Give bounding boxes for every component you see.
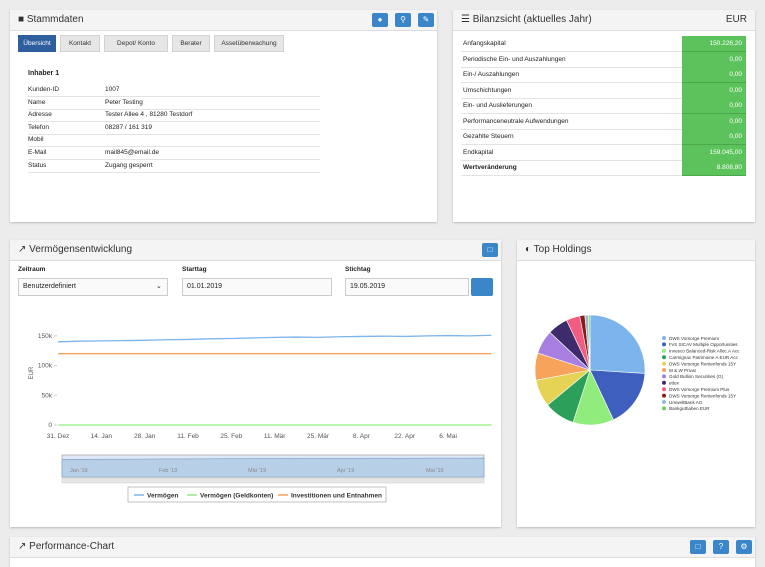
row-value: 0,00 [729, 117, 742, 125]
input[interactable] [18, 278, 168, 296]
row-label: Name [28, 98, 46, 106]
tab[interactable]: Depot/ Konto [104, 35, 168, 52]
panel-title: Bilanzsicht (aktuelles Jahr) [472, 14, 592, 25]
tab[interactable]: Assetüberwachung [214, 35, 284, 52]
row-label: Adresse [28, 111, 52, 119]
key-button[interactable]: ⚲ [395, 13, 411, 27]
export-button[interactable]: □ [482, 243, 498, 257]
row-line [461, 82, 682, 83]
input[interactable] [182, 278, 332, 296]
input[interactable] [345, 278, 469, 296]
row-value: Peter Testing [105, 98, 143, 106]
field-value: 01.01.2019 [187, 283, 223, 290]
stammdaten-panel: ■ Stammdaten ● ⚲ ✎ Übersicht Kontakt Depot… [10, 10, 437, 222]
panel-title: Performance-Chart [29, 541, 115, 552]
field-value: Benutzerdefiniert [23, 283, 76, 290]
row-line [461, 66, 682, 68]
panel-header: ↗ Vermögensentwicklung [10, 240, 501, 261]
panel-header: ↗ Performance-Chart [10, 537, 755, 558]
row-value: 0,00 [729, 133, 742, 140]
row-line [28, 171, 320, 173]
export-button[interactable]: □ [690, 540, 706, 554]
row-label: Performanceneutrale Aufwendungen [463, 117, 569, 125]
row-label: Anfangskapital [463, 40, 506, 47]
user-button[interactable]: ● [372, 13, 388, 27]
row-line [28, 121, 320, 123]
row-line [461, 144, 682, 145]
field-value: 19.05.2019 [350, 283, 386, 290]
value-cell [682, 160, 746, 176]
row-line [461, 128, 682, 130]
tab[interactable]: Kontakt [60, 35, 100, 52]
field-label: Starttag [182, 266, 207, 273]
row-value: 0,00 [729, 55, 742, 63]
refresh-button[interactable] [471, 278, 493, 296]
row-value: 0,00 [729, 102, 742, 109]
row-value: Zugang gesperrt [105, 161, 153, 169]
panel-header: ■ Stammdaten [10, 10, 437, 31]
row-label: E-Mail [28, 149, 47, 156]
section-title: Inhaber 1 [28, 70, 60, 77]
currency: EUR [725, 14, 747, 25]
row-value: Tester Allee 4 , 81280 Testdorf [105, 111, 193, 119]
panel-title: Stammdaten [26, 14, 84, 25]
row-label: Gezahlte Steuern [463, 133, 514, 140]
row-value: 0,00 [729, 71, 742, 78]
row-label: Wertveränderung [463, 164, 517, 171]
row-line [461, 51, 682, 52]
edit-button[interactable]: ✎ [418, 13, 434, 27]
panel-title: Top Holdings [533, 244, 592, 255]
row-value: 150.226,20 [709, 40, 742, 47]
tab[interactable]: Berater [172, 35, 210, 52]
row-line [28, 96, 320, 97]
row-label: Endkapital [463, 148, 494, 156]
bilanz-panel: ☰ Bilanzsicht (aktuelles Jahr) EUR Anfang… [453, 10, 755, 222]
row-line [28, 159, 320, 160]
vermoegen-panel: ↗ Vermögensentwicklung □ Zeitraum Benutze… [10, 240, 501, 527]
help-button[interactable]: ? [713, 540, 729, 554]
panel-header: ◐ Top Holdings [517, 240, 755, 261]
row-label: Ein-/ Auszahlungen [463, 71, 520, 78]
row-label: Mobil [28, 136, 44, 144]
tab[interactable]: Übersicht [18, 35, 56, 52]
row-line [461, 159, 682, 161]
row-line [28, 133, 320, 135]
row-label: Ein- und Auslieferungen [463, 102, 533, 109]
field-label: Zeitraum [18, 266, 46, 273]
holdings-panel: ◐ Top Holdings [517, 240, 755, 527]
panel-title: Vermögensentwicklung [29, 244, 133, 255]
row-line [461, 175, 682, 176]
row-line [461, 97, 682, 99]
field-label: Stichtag [345, 266, 371, 273]
row-label: Kunden-ID [28, 86, 60, 93]
row-line [28, 146, 320, 148]
row-line [461, 113, 682, 114]
row-value: 08287 / 161 319 [105, 123, 152, 131]
row-line [28, 108, 320, 110]
dropdown-arrow: ⌄ [156, 283, 162, 290]
row-value: 0,00 [729, 86, 742, 94]
row-label: Telefon [28, 123, 49, 131]
row-label: Umschichtungen [463, 86, 512, 94]
row-label: Status [28, 161, 47, 169]
row-value: mail845@email.de [105, 149, 159, 156]
row-value: 8.808,80 [716, 164, 742, 171]
row-value: 159.045,00 [709, 148, 742, 156]
performance-panel: ↗ Performance-Chart □ ? ⚙ [10, 537, 755, 567]
row-label: Periodische Ein- und Auszahlungen [463, 55, 566, 63]
panel-header: ☰ Bilanzsicht (aktuelles Jahr) EUR [453, 10, 755, 31]
row-value: 1007 [105, 86, 120, 93]
settings-button[interactable]: ⚙ [736, 540, 752, 554]
